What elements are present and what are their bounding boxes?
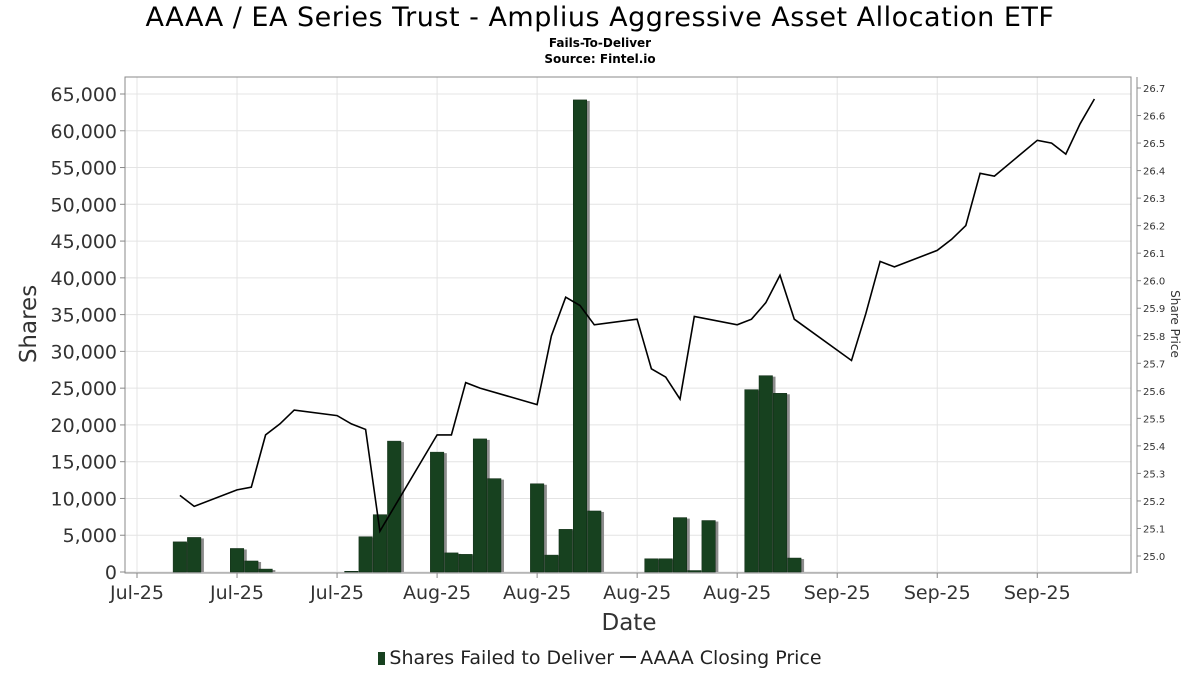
y2-tick-label: 25.4	[1143, 442, 1165, 453]
y-tick-label: 10,000	[51, 488, 117, 510]
y2-tick-label: 26.1	[1143, 249, 1165, 260]
bar	[230, 548, 245, 573]
y2-tick-label: 25.6	[1143, 387, 1165, 398]
bar	[187, 537, 202, 573]
y2-tick-label: 26.0	[1143, 277, 1165, 288]
bar-series	[172, 99, 805, 573]
x-axis-label: Date	[602, 610, 657, 636]
y-tick-label: 50,000	[51, 194, 117, 216]
x-tick-label: Aug-25	[703, 582, 771, 604]
y-tick-label: 0	[105, 562, 117, 584]
legend-line-label: AAAA Closing Price	[640, 647, 822, 669]
bar	[172, 541, 187, 573]
x-tick-label: Sep-25	[904, 582, 971, 604]
y-axis-label: Shares	[16, 285, 42, 363]
y-tick-label: 65,000	[51, 84, 117, 106]
legend-bar-label: Shares Failed to Deliver	[389, 647, 615, 669]
y-tick-label: 40,000	[51, 268, 117, 290]
chart-source: Source: Fintel.io	[544, 52, 656, 66]
bar	[344, 571, 359, 573]
bar	[444, 552, 459, 573]
bar	[544, 554, 559, 573]
y2-axis-label: Share Price	[1168, 290, 1182, 358]
chart-title: AAAA / EA Series Trust - Amplius Aggress…	[145, 2, 1055, 33]
y-tick-label: 25,000	[51, 378, 117, 400]
y2-tick-label: 26.6	[1143, 112, 1165, 123]
x-tick-label: Aug-25	[403, 582, 471, 604]
bar	[244, 560, 259, 573]
bar	[487, 478, 502, 573]
x-axis-ticks: Jul-25 Jul-25 Jul-25 Aug-25 Aug-25 Aug-25 Aug-…	[109, 573, 1071, 604]
y-tick-label: 30,000	[51, 341, 117, 363]
bar	[472, 438, 487, 573]
bar	[658, 558, 673, 573]
y-tick-label: 45,000	[51, 231, 117, 253]
bar	[787, 557, 802, 573]
y-tick-label: 35,000	[51, 305, 117, 327]
bar	[701, 520, 716, 573]
y-tick-label: 20,000	[51, 415, 117, 437]
bar	[358, 536, 373, 573]
y-tick-label: 15,000	[51, 452, 117, 474]
chart-subtitle: Fails-To-Deliver	[548, 36, 652, 50]
y2-tick-label: 25.7	[1143, 359, 1165, 370]
bar	[744, 389, 759, 573]
y2-tick-label: 25.2	[1143, 497, 1165, 508]
plot-frame	[124, 76, 1132, 574]
y-tick-label: 55,000	[51, 158, 117, 180]
bar	[673, 517, 688, 573]
y-tick-label: 5,000	[63, 525, 117, 547]
bar	[530, 483, 545, 573]
y2-tick-label: 26.3	[1143, 194, 1165, 205]
bar	[644, 558, 659, 573]
bar	[758, 375, 773, 573]
x-tick-label: Sep-25	[804, 582, 871, 604]
bar	[587, 510, 602, 573]
grid-lines	[125, 77, 1131, 573]
legend-line-swatch	[620, 656, 637, 658]
y2-tick-label: 25.3	[1143, 469, 1165, 480]
bar	[430, 451, 445, 573]
y2-tick-label: 25.9	[1143, 304, 1165, 315]
bar	[572, 99, 587, 573]
x-tick-label: Aug-25	[503, 582, 571, 604]
bar	[258, 568, 273, 573]
bar	[687, 570, 702, 573]
legend: Shares Failed to Deliver AAAA Closing Pri…	[0, 647, 1200, 669]
y2-tick-label: 25.8	[1143, 332, 1165, 343]
x-tick-label: Sep-25	[1004, 582, 1071, 604]
x-tick-label: Aug-25	[603, 582, 671, 604]
x-tick-label: Jul-25	[209, 582, 264, 604]
y2-tick-label: 25.5	[1143, 414, 1165, 425]
price-line	[179, 98, 1096, 534]
legend-bar-swatch	[378, 652, 386, 665]
y-axis-ticks: 0 5,000 10,000 15,000 20,000 25,000 30,000 35,0…	[51, 84, 125, 584]
y2-tick-label: 26.4	[1143, 167, 1165, 178]
y-tick-label: 60,000	[51, 121, 117, 143]
bar	[558, 529, 573, 573]
bar	[773, 393, 788, 573]
x-tick-label: Jul-25	[109, 582, 164, 604]
y2-tick-label: 26.7	[1143, 84, 1165, 95]
y2-axis-ticks: 25.0 25.1 25.2 25.3 25.4 25.5 25.6 25.7 25.8 25.9…	[1137, 84, 1165, 563]
bar	[458, 554, 473, 573]
y2-tick-label: 25.1	[1143, 524, 1165, 535]
x-tick-label: Jul-25	[309, 582, 364, 604]
y2-tick-label: 25.0	[1143, 552, 1165, 563]
bar	[372, 514, 387, 573]
y2-tick-label: 26.2	[1143, 222, 1165, 233]
y2-tick-label: 26.5	[1143, 139, 1165, 150]
